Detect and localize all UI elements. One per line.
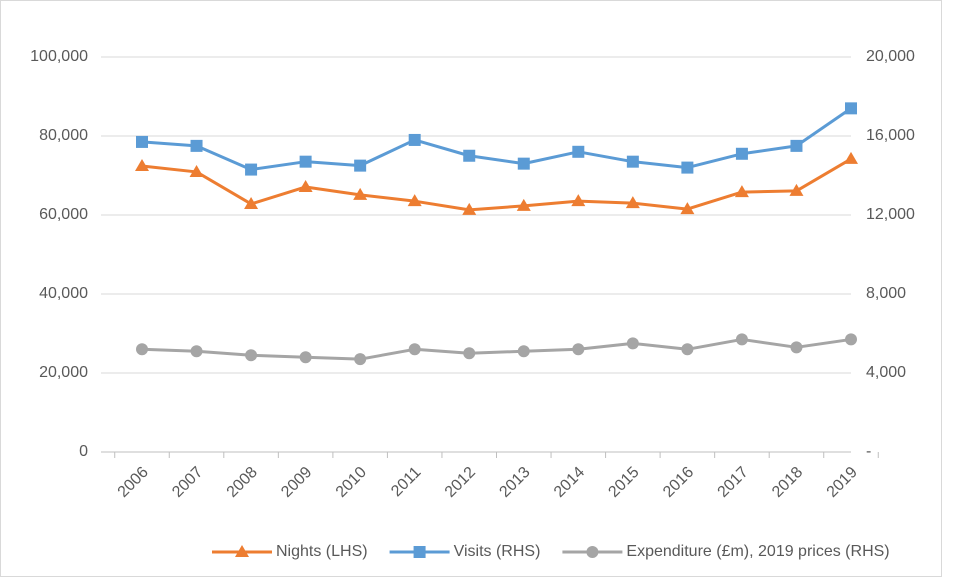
marker: [844, 151, 858, 164]
series-line: [141, 107, 852, 172]
marker: [572, 145, 585, 158]
y2-tick-label: 16,000: [866, 127, 915, 144]
marker: [136, 135, 148, 148]
y-tick-label: 100,000: [30, 48, 88, 65]
marker: [354, 159, 367, 172]
marker: [189, 164, 204, 177]
marker: [845, 102, 857, 115]
y-tick-label: 40,000: [39, 285, 88, 302]
y2-tick-label: 8,000: [866, 285, 906, 302]
y2-tick-label: 20,000: [866, 48, 915, 65]
y-tick-label: 0: [79, 443, 88, 460]
marker: [245, 163, 258, 176]
marker: [299, 155, 312, 168]
marker: [735, 147, 748, 160]
marker: [299, 351, 312, 364]
marker: [625, 196, 640, 209]
legend-label: Visits (RHS): [454, 543, 541, 560]
marker: [626, 337, 639, 350]
marker: [517, 345, 530, 358]
marker: [790, 341, 803, 354]
marker: [135, 159, 149, 172]
marker: [245, 349, 258, 362]
marker: [516, 198, 531, 211]
series-line: [141, 157, 852, 212]
marker: [408, 133, 421, 146]
legend-label: Expenditure (£m), 2019 prices (RHS): [626, 543, 889, 560]
y2-tick-label: -: [866, 443, 871, 460]
y-tick-label: 60,000: [39, 206, 88, 223]
marker: [190, 345, 203, 358]
marker: [463, 149, 476, 162]
marker: [462, 202, 477, 215]
marker: [413, 546, 426, 558]
marker: [789, 183, 804, 196]
marker: [681, 161, 694, 174]
marker: [734, 185, 749, 198]
marker: [235, 545, 249, 557]
marker: [407, 194, 422, 207]
marker: [790, 139, 803, 152]
marker: [517, 157, 530, 170]
marker: [190, 139, 203, 152]
marker: [680, 202, 695, 215]
marker: [463, 347, 476, 360]
y-tick-label: 20,000: [39, 364, 88, 381]
marker: [354, 353, 367, 366]
series-line: [141, 337, 852, 361]
marker: [244, 196, 259, 209]
marker: [735, 333, 748, 346]
marker: [571, 194, 586, 207]
marker: [845, 333, 857, 346]
y2-tick-label: 4,000: [866, 364, 906, 381]
marker: [572, 343, 585, 356]
y2-tick-label: 12,000: [866, 206, 915, 223]
marker: [681, 343, 694, 356]
marker: [298, 179, 313, 192]
marker: [626, 155, 639, 168]
marker: [136, 343, 148, 356]
y-tick-label: 80,000: [39, 127, 88, 144]
marker: [586, 546, 599, 558]
marker: [408, 343, 421, 356]
legend-label: Nights (LHS): [276, 543, 368, 560]
marker: [353, 187, 368, 200]
